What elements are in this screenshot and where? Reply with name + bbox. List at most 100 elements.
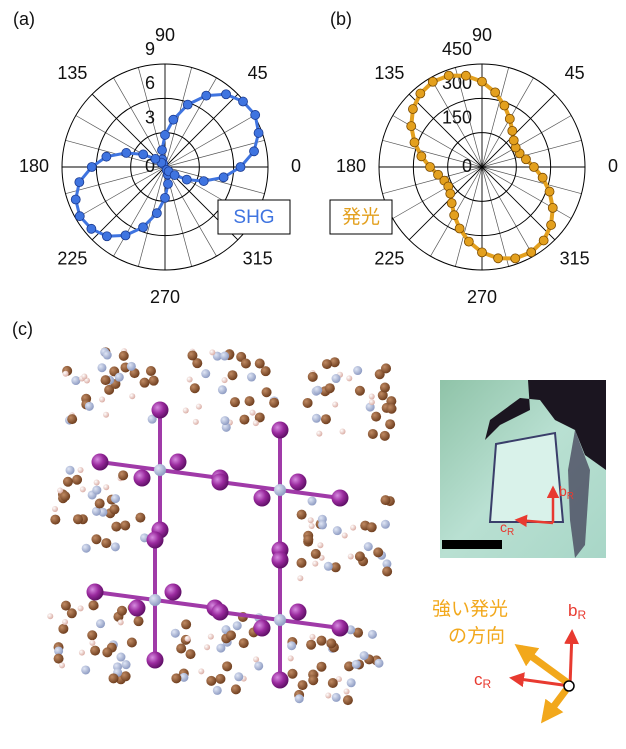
atom <box>288 669 298 679</box>
atom <box>382 566 392 576</box>
atom <box>239 415 249 425</box>
angle-tick-label: 315 <box>243 248 273 268</box>
data-point <box>199 177 208 186</box>
crystal-structure <box>47 347 396 705</box>
data-point <box>548 203 557 212</box>
atom <box>316 662 326 672</box>
atom <box>87 630 97 640</box>
atom <box>226 630 236 640</box>
atom <box>381 520 390 529</box>
iodine <box>332 620 349 637</box>
atom <box>209 349 215 355</box>
angle-tick <box>165 94 238 167</box>
angle-tick-label: 135 <box>57 63 87 83</box>
atom <box>321 414 331 424</box>
atom <box>213 686 222 695</box>
data-point <box>444 71 453 80</box>
data-point <box>239 97 248 106</box>
iodine <box>332 490 349 507</box>
atom <box>72 475 82 485</box>
atom <box>94 480 100 486</box>
data-point <box>254 128 263 137</box>
iodine <box>290 604 307 621</box>
atom <box>227 370 237 380</box>
atom <box>288 655 294 661</box>
atom <box>231 684 241 694</box>
iodine <box>87 584 104 601</box>
data-point <box>250 147 259 156</box>
axis-label: bR <box>568 601 586 622</box>
data-point <box>102 232 111 241</box>
atom <box>190 383 200 393</box>
data-point <box>547 220 556 229</box>
legend-label: 発光 <box>342 206 380 228</box>
data-point <box>509 136 518 145</box>
atom <box>91 534 101 544</box>
data-point <box>455 224 464 233</box>
data-point <box>410 138 419 147</box>
atom <box>298 680 308 690</box>
atom <box>352 660 361 669</box>
atom <box>90 646 100 656</box>
bond <box>280 490 340 498</box>
data-point <box>75 212 84 221</box>
atom <box>220 416 229 425</box>
atom <box>62 619 68 625</box>
angle-tick-label: 180 <box>19 156 49 176</box>
atom <box>295 694 304 703</box>
atom <box>193 419 199 425</box>
radial-tick-label: 0 <box>462 156 472 176</box>
atom <box>208 634 214 640</box>
atom <box>120 520 130 530</box>
data-point <box>139 223 148 232</box>
angle-tick-label: 225 <box>57 248 87 268</box>
data-point <box>417 152 426 161</box>
data-point <box>500 101 509 110</box>
atom <box>50 515 60 525</box>
data-point <box>139 150 148 159</box>
iodine <box>290 474 307 491</box>
atom <box>63 371 69 377</box>
data-point <box>426 163 435 172</box>
atom <box>367 522 377 532</box>
data-point <box>236 163 245 172</box>
atom <box>218 385 227 394</box>
atom <box>312 561 318 567</box>
axis-arrow <box>570 632 572 686</box>
data-point <box>539 236 548 245</box>
atom <box>198 668 204 674</box>
data-point <box>87 224 96 233</box>
atom <box>127 637 137 647</box>
atom <box>312 414 321 423</box>
atom <box>373 547 383 557</box>
atom <box>116 653 125 662</box>
atom <box>350 525 356 531</box>
atom <box>353 366 362 375</box>
spoke <box>165 68 192 167</box>
data-point <box>121 231 130 240</box>
atom <box>109 673 119 683</box>
spoke <box>482 167 571 219</box>
atom <box>380 495 390 505</box>
iodine <box>212 604 229 621</box>
angle-tick-label: 0 <box>291 156 301 176</box>
atom <box>308 675 318 685</box>
data-point <box>508 126 517 135</box>
data-point <box>169 115 178 124</box>
data-point <box>461 71 470 80</box>
data-point <box>102 152 111 161</box>
atom <box>247 373 256 382</box>
direction-text: 強い発光 <box>432 598 508 620</box>
atom <box>103 412 109 418</box>
atom <box>346 375 352 381</box>
atom <box>146 366 156 376</box>
atom <box>187 377 193 383</box>
atom <box>220 352 229 361</box>
panel-label: (b) <box>330 9 352 29</box>
data-point <box>161 130 170 139</box>
data-point <box>219 173 228 182</box>
data-point <box>202 91 211 100</box>
axis-label: cR <box>474 670 492 691</box>
atom <box>230 397 240 407</box>
data-point <box>450 211 459 220</box>
